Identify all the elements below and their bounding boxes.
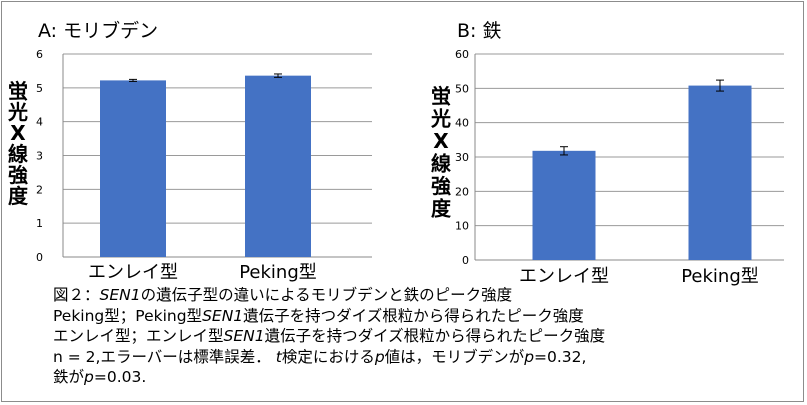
caption-line-2: Peking型；Peking型SEN1遺伝子を持つダイズ根粒から得られたピーク強… bbox=[53, 306, 584, 325]
y-tick-label-b-2: 20 bbox=[455, 185, 469, 198]
caption-line-1: 図２：SEN1の遺伝子型の違いによるモリブデンと鉄のピーク強度 bbox=[53, 286, 513, 304]
y-tick-label-a-2: 2 bbox=[36, 183, 43, 196]
y-tick-label-a-0: 0 bbox=[36, 251, 43, 264]
bar-a-0 bbox=[100, 80, 166, 257]
y-tick-label-a-4: 4 bbox=[36, 116, 43, 129]
y-tick-label-a-1: 1 bbox=[36, 217, 43, 230]
category-label-b-1: Peking型 bbox=[681, 266, 759, 287]
bar-a-1 bbox=[245, 75, 311, 257]
caption-line-4: n = 2,エラーバーは標準誤差． t検定におけるp値は，モリブデンがp=0.3… bbox=[53, 347, 587, 366]
y-axis-label-b: 蛍光 X 線強度 bbox=[430, 84, 452, 221]
bar-b-0 bbox=[532, 150, 596, 260]
caption-line-3: エンレイ型；エンレイ型SEN1遺伝子を持つダイズ根粒から得られたピーク強度 bbox=[53, 327, 606, 345]
category-label-a-0: エンレイ型 bbox=[88, 262, 178, 283]
category-label-b-0: エンレイ型 bbox=[519, 266, 609, 287]
y-axis-label-a: 蛍光 X 線強度 bbox=[7, 79, 29, 208]
y-tick-label-b-5: 50 bbox=[455, 82, 469, 95]
y-tick-label-a-5: 5 bbox=[36, 82, 43, 95]
chart-title-a: A: モリブデン bbox=[38, 19, 158, 42]
figure-caption: 図２：SEN1の遺伝子型の違いによるモリブデンと鉄のピーク強度 Peking型；… bbox=[53, 285, 798, 388]
y-tick-label-b-3: 30 bbox=[455, 151, 469, 164]
category-label-a-1: Peking型 bbox=[239, 262, 317, 283]
caption-line-5: 鉄がp=0.03. bbox=[53, 368, 147, 386]
y-tick-label-b-4: 40 bbox=[455, 117, 469, 130]
y-tick-label-a-6: 6 bbox=[36, 48, 43, 61]
chart-title-b: B: 鉄 bbox=[457, 20, 501, 42]
y-tick-label-a-3: 3 bbox=[36, 150, 43, 163]
y-tick-label-b-6: 60 bbox=[455, 48, 469, 61]
y-tick-label-b-0: 0 bbox=[462, 254, 469, 267]
bar-b-1 bbox=[688, 85, 752, 260]
y-tick-label-b-1: 10 bbox=[455, 220, 469, 233]
